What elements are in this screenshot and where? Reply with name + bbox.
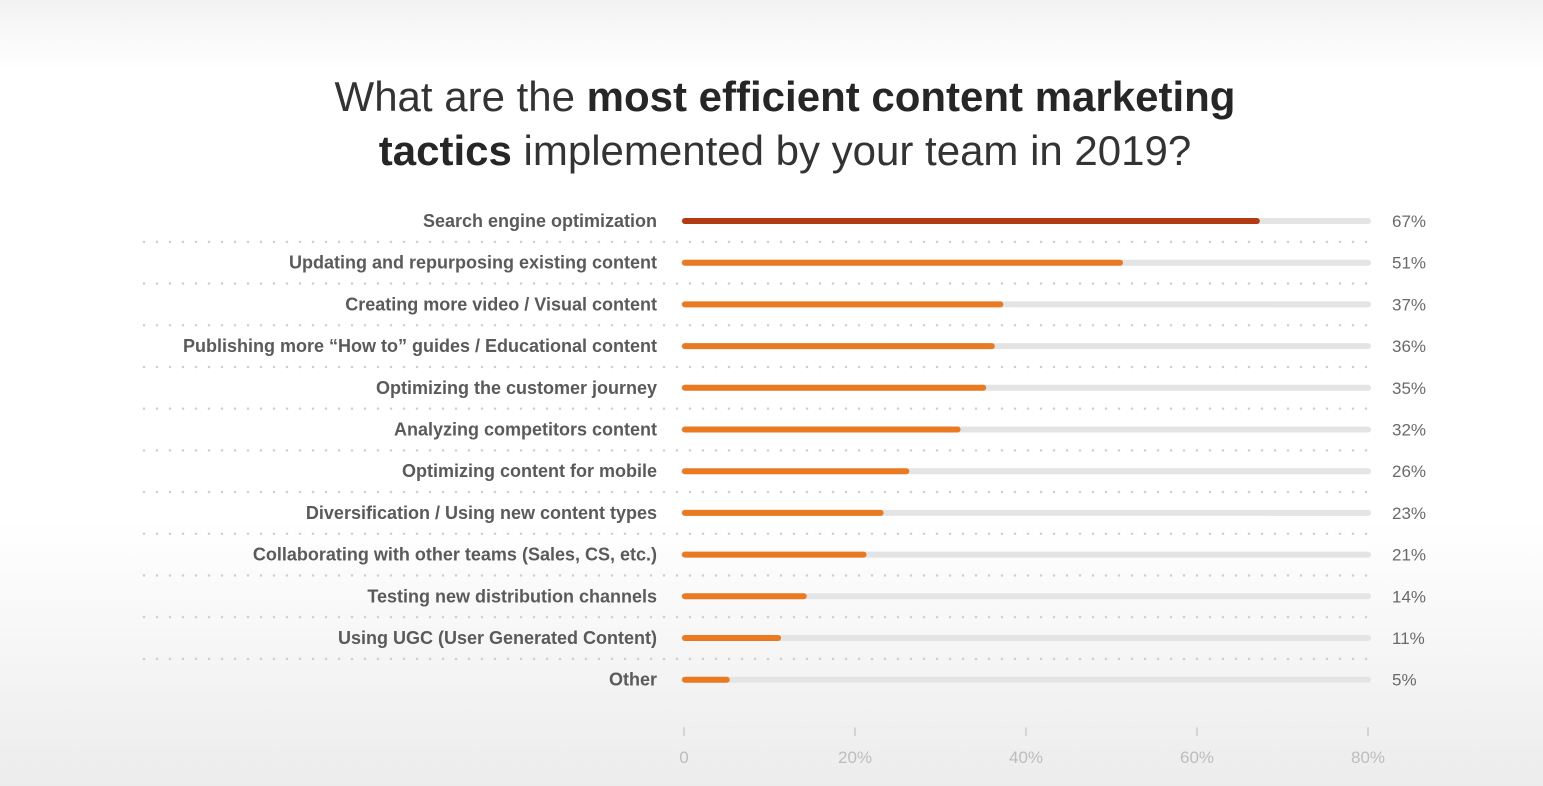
value-label: 51% [1392, 254, 1426, 273]
value-label: 36% [1392, 337, 1426, 356]
x-tick-label: 0 [679, 748, 688, 767]
category-label: Optimizing the customer journey [376, 378, 657, 398]
title-line2-regular: implemented by your team in 2019? [511, 127, 1192, 174]
value-label: 5% [1392, 671, 1417, 690]
category-label: Other [609, 670, 657, 690]
category-label: Updating and repurposing existing conten… [289, 253, 657, 273]
x-tick-label: 80% [1351, 748, 1385, 767]
title-line1-regular: What are the [334, 73, 587, 120]
x-tick-label: 40% [1009, 748, 1043, 767]
value-label: 67% [1392, 212, 1426, 231]
value-label: 37% [1392, 295, 1426, 314]
value-label: 21% [1392, 546, 1426, 565]
title-line1-bold: most efficient content marketing [586, 73, 1236, 120]
value-label: 11% [1392, 629, 1425, 648]
category-label: Testing new distribution channels [367, 586, 657, 606]
value-label: 35% [1392, 379, 1426, 398]
category-label: Creating more video / Visual content [345, 294, 657, 314]
title-line2-bold: tactics [378, 127, 512, 174]
x-tick-label: 60% [1180, 748, 1214, 767]
category-label: Publishing more “How to” guides / Educat… [183, 336, 657, 356]
category-label: Collaborating with other teams (Sales, C… [253, 545, 657, 565]
category-label: Optimizing content for mobile [402, 461, 657, 481]
value-label: 23% [1392, 504, 1426, 523]
category-labels: Search engine optimization Updating and r… [183, 211, 657, 690]
value-label: 32% [1392, 421, 1426, 440]
value-labels: 67% 51% 37% 36% 35% 32% 26% 23% 21% 14% 11% 5% [1392, 212, 1426, 690]
bars [682, 218, 1260, 683]
value-label: 26% [1392, 462, 1426, 481]
x-tick-label: 20% [838, 748, 872, 767]
chart-title: What are the most efficient content mark… [0, 70, 1543, 178]
category-label: Diversification / Using new content type… [306, 503, 657, 523]
x-axis: 0 20% 40% 60% 80% [679, 726, 1385, 767]
value-label: 14% [1392, 587, 1426, 606]
category-label: Using UGC (User Generated Content) [338, 628, 657, 648]
category-label: Analyzing competitors content [394, 420, 657, 440]
row-separators [142, 240, 1370, 661]
category-label: Search engine optimization [423, 211, 657, 231]
bar-tracks [681, 218, 1371, 683]
